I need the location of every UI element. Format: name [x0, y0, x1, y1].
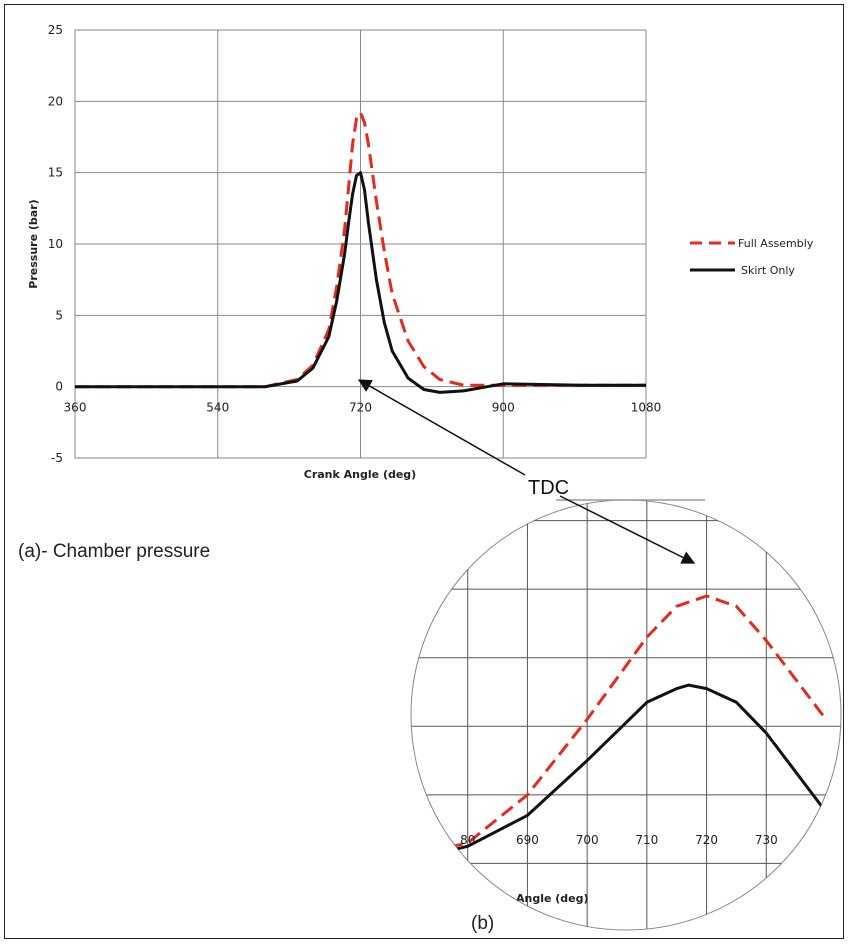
y-tick-label: 15: [48, 166, 63, 180]
legend-label-skirt-only: Skirt Only: [741, 264, 795, 277]
main-chart-grid: [74, 29, 647, 459]
zoom-series-line-skirt-only: [411, 683, 828, 862]
x-tick-label: 360: [64, 401, 87, 415]
caption-a: (a)- Chamber pressure: [18, 541, 210, 562]
legend-label-full-assembly: Full Assembly: [738, 237, 814, 250]
main-chart-series: [75, 111, 646, 394]
zoom-chart: 80 690 700 710 720 730 Angle (deg): [410, 499, 842, 931]
y-tick-label: -5: [51, 451, 63, 465]
zoom-x-tick-label: 720: [695, 833, 718, 847]
tdc-label: TDC: [528, 477, 569, 499]
x-tick-label: 720: [349, 401, 372, 415]
legend: Full Assembly Skirt Only: [690, 237, 814, 277]
y-tick-label: 10: [48, 237, 63, 251]
main-chart-ticks: 360 540 720 900 1080 -5 0 5 10 15 20 25: [48, 23, 662, 465]
y-tick-label: 5: [55, 308, 63, 322]
series-line-skirt-only: [75, 171, 646, 394]
zoom-x-tick-label: 700: [576, 833, 599, 847]
zoom-x-tick-label: 730: [755, 833, 778, 847]
tdc-arrow-zoom: [559, 495, 696, 564]
zoom-chart-series: [411, 594, 828, 862]
x-axis-title: Crank Angle (deg): [304, 468, 416, 481]
y-tick-label: 20: [48, 94, 63, 108]
zoom-chart-ticks: 80 690 700 710 720 730: [460, 833, 778, 847]
zoom-x-axis-title: Angle (deg): [516, 892, 589, 905]
zoom-circle: [410, 499, 842, 931]
main-chart: 360 540 720 900 1080 -5 0 5 10 15 20 25 Crank Angle…: [27, 23, 661, 481]
tdc-annotation: TDC: [357, 379, 696, 564]
y-axis-title: Pressure (bar): [27, 199, 40, 288]
x-tick-label: 900: [492, 401, 515, 415]
zoom-x-tick-label: 710: [635, 833, 658, 847]
series-line-full-assembly: [75, 111, 646, 389]
zoom-x-tick-label: 690: [516, 833, 539, 847]
x-tick-label: 540: [206, 401, 229, 415]
x-tick-label: 1080: [631, 401, 662, 415]
y-tick-label: 25: [48, 23, 63, 37]
zoom-series-line-full-assembly: [411, 594, 828, 859]
tdc-arrow-main: [357, 379, 526, 476]
caption-b: (b): [471, 913, 494, 934]
y-tick-label: 0: [55, 380, 63, 394]
zoom-x-tick-label: 80: [460, 833, 475, 847]
figure-frame: [4, 4, 844, 939]
